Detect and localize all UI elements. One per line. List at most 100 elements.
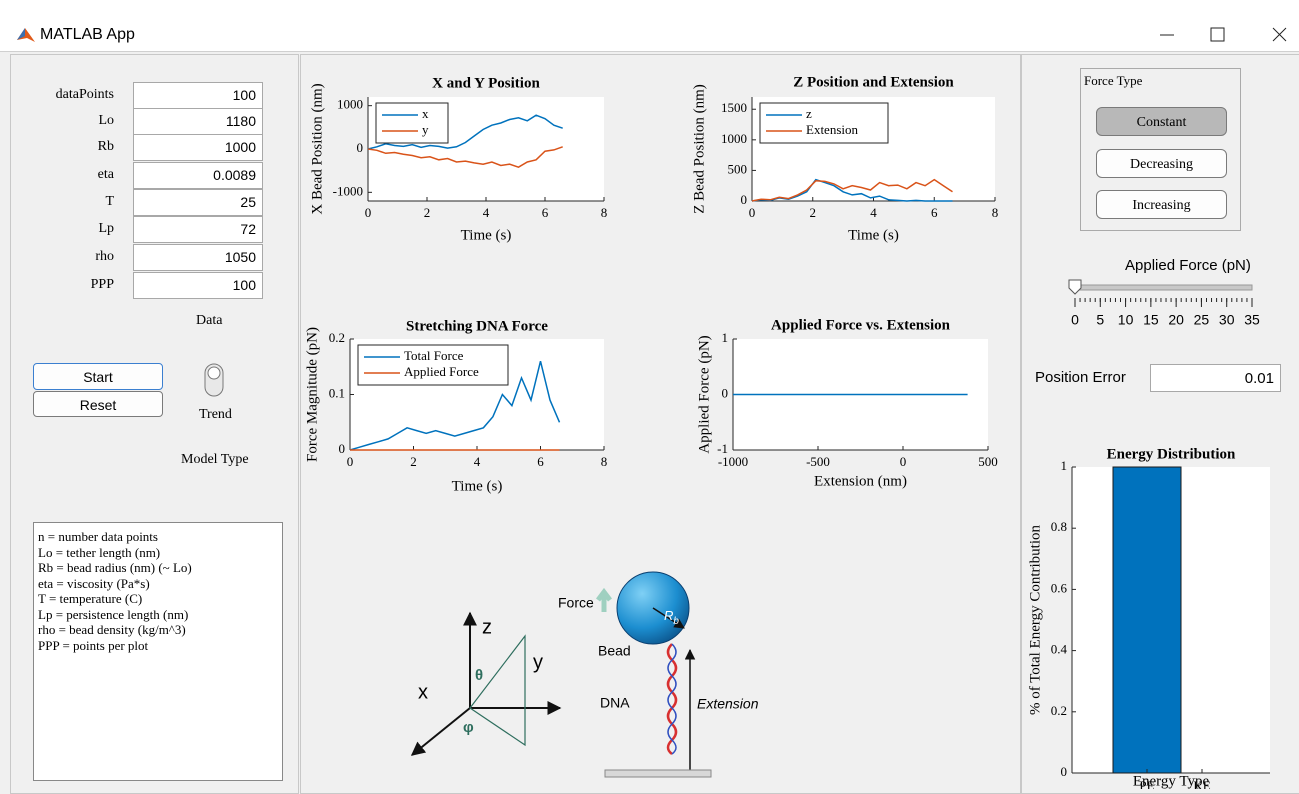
y-axis-label: Force Magnitude (pN)	[304, 327, 320, 462]
slider-thumb	[1068, 279, 1082, 295]
field-value[interactable]: 1180	[133, 108, 263, 135]
x-tick-label: 0	[900, 454, 907, 469]
slider-tick-label: 15	[1143, 312, 1159, 328]
window-controls[interactable]	[1150, 24, 1290, 46]
x-tick-label: 6	[542, 205, 549, 220]
x-tick-label: 6	[537, 454, 544, 469]
force-option[interactable]: Decreasing	[1096, 148, 1227, 178]
position-error-field[interactable]: 0.01	[1150, 364, 1281, 392]
x-tick-label: 2	[410, 454, 417, 469]
radius-label: Rb	[664, 608, 679, 626]
field-label: PPP	[90, 277, 114, 292]
field-label: dataPoints	[55, 87, 114, 102]
x-tick-label: 8	[601, 205, 608, 220]
description-line: rho = bead density (kg/m^3)	[38, 622, 186, 637]
legend-label: y	[422, 122, 429, 137]
y-axis-label: % of Total Energy Contribution	[1027, 524, 1043, 715]
force-type-title: Force Type	[1084, 73, 1143, 88]
slider-tick-label: 30	[1219, 312, 1235, 328]
x-tick-label: 2	[424, 205, 431, 220]
z-label: z	[482, 616, 492, 638]
series-line	[751, 178, 953, 202]
field-label: Rb	[97, 139, 114, 154]
reset-button[interactable]: Reset	[33, 391, 163, 417]
close[interactable]	[1272, 27, 1287, 42]
model-switch[interactable]	[203, 362, 225, 398]
x-axis-label: Time (s)	[461, 227, 512, 243]
legend-box	[357, 344, 509, 386]
y-tick-label: 0	[722, 385, 729, 400]
field-value[interactable]: 1000	[133, 134, 263, 161]
x-tick-label: 500	[978, 454, 998, 469]
y-tick-label: 0.4	[1051, 642, 1068, 657]
description-line: Rb = bead radius (nm) (~ Lo)	[38, 560, 192, 575]
chart-title: Z Position and Extension	[793, 74, 954, 90]
dna-strand	[666, 643, 678, 755]
bead-label: Bead	[598, 643, 631, 659]
x-tick-label: 6	[931, 205, 938, 220]
y-tick-label: 0.2	[329, 330, 345, 345]
y-tick-label: 1000	[337, 97, 363, 112]
x-tick-label: 8	[601, 454, 608, 469]
surface	[604, 769, 712, 778]
description-line: PPP = points per plot	[38, 637, 149, 653]
slider-tick-label: 0	[1071, 312, 1079, 328]
legend-label: x	[422, 106, 429, 121]
x-tick-label: -1000	[718, 454, 748, 469]
x-tick-label: 8	[992, 205, 999, 220]
x-axis-label: Extension (nm)	[814, 473, 907, 489]
y-tick-label: 0	[741, 192, 748, 207]
field-value[interactable]: 72	[133, 216, 263, 243]
force-label: Force	[558, 595, 594, 611]
x-tick-label: PE	[1139, 778, 1154, 789]
force-option[interactable]: Constant	[1096, 107, 1227, 136]
angle-lines	[469, 634, 526, 747]
extension-label: Extension	[697, 696, 759, 712]
chart-title: X and Y Position	[432, 75, 540, 91]
dna-label: DNA	[600, 695, 630, 711]
y-tick-label: -1	[717, 441, 728, 456]
field-value[interactable]: 0.0089	[133, 162, 263, 189]
x-label: x	[418, 681, 428, 703]
x-tick-label: 4	[870, 205, 877, 220]
chart: Energy Distribution Energy Type % of Total…	[1027, 446, 1270, 789]
x-tick-label: 4	[483, 205, 490, 220]
x-axis-label: Energy Type	[1133, 773, 1210, 789]
legend-label: Applied Force	[404, 364, 479, 379]
x-axis-arrow	[410, 707, 471, 756]
y-tick-label: 1500	[721, 100, 747, 115]
y-tick-label: 1000	[721, 131, 747, 146]
position-error-label: Position Error	[1035, 369, 1126, 386]
x-tick-label: 0	[365, 205, 372, 220]
x-tick-label: 4	[474, 454, 481, 469]
chart: Applied Force vs. Extension Extension (nm…	[696, 317, 997, 489]
diagram: z y x θ φ Force Rb Bead DNA Extension	[410, 571, 759, 778]
field-value[interactable]: 1050	[133, 244, 263, 271]
start-button[interactable]: Start	[33, 363, 163, 390]
slider-label: Applied Force (pN)	[1125, 257, 1251, 274]
theta-label: θ	[475, 667, 483, 684]
x-tick-label: 2	[810, 205, 817, 220]
force-type-group	[1080, 68, 1241, 231]
slider-track	[1074, 284, 1253, 291]
field-value[interactable]: 100	[133, 272, 263, 299]
description-box[interactable]: n = number data points Lo = tether length…	[33, 522, 283, 781]
y-tick-label: 1	[1061, 458, 1068, 473]
window-title: MATLAB App	[40, 26, 135, 43]
legend-label: Extension	[806, 122, 858, 137]
maximize[interactable]	[1210, 27, 1225, 42]
y-tick-label: 0.6	[1051, 580, 1068, 595]
y-tick-label: 0	[339, 441, 346, 456]
x-axis-label: Time (s)	[452, 478, 503, 494]
y-tick-label: 0.8	[1051, 519, 1067, 534]
description-line: n = number data points	[38, 529, 158, 544]
field-label: Lp	[98, 221, 114, 236]
slider-tick-label: 35	[1244, 312, 1260, 328]
field-value[interactable]: 25	[133, 189, 263, 216]
legend-label: Total Force	[404, 348, 464, 363]
force-option[interactable]: Increasing	[1096, 190, 1227, 219]
description-line: T = temperature (C)	[38, 591, 143, 606]
field-value[interactable]: 100	[133, 82, 263, 109]
field-label: rho	[95, 249, 114, 264]
